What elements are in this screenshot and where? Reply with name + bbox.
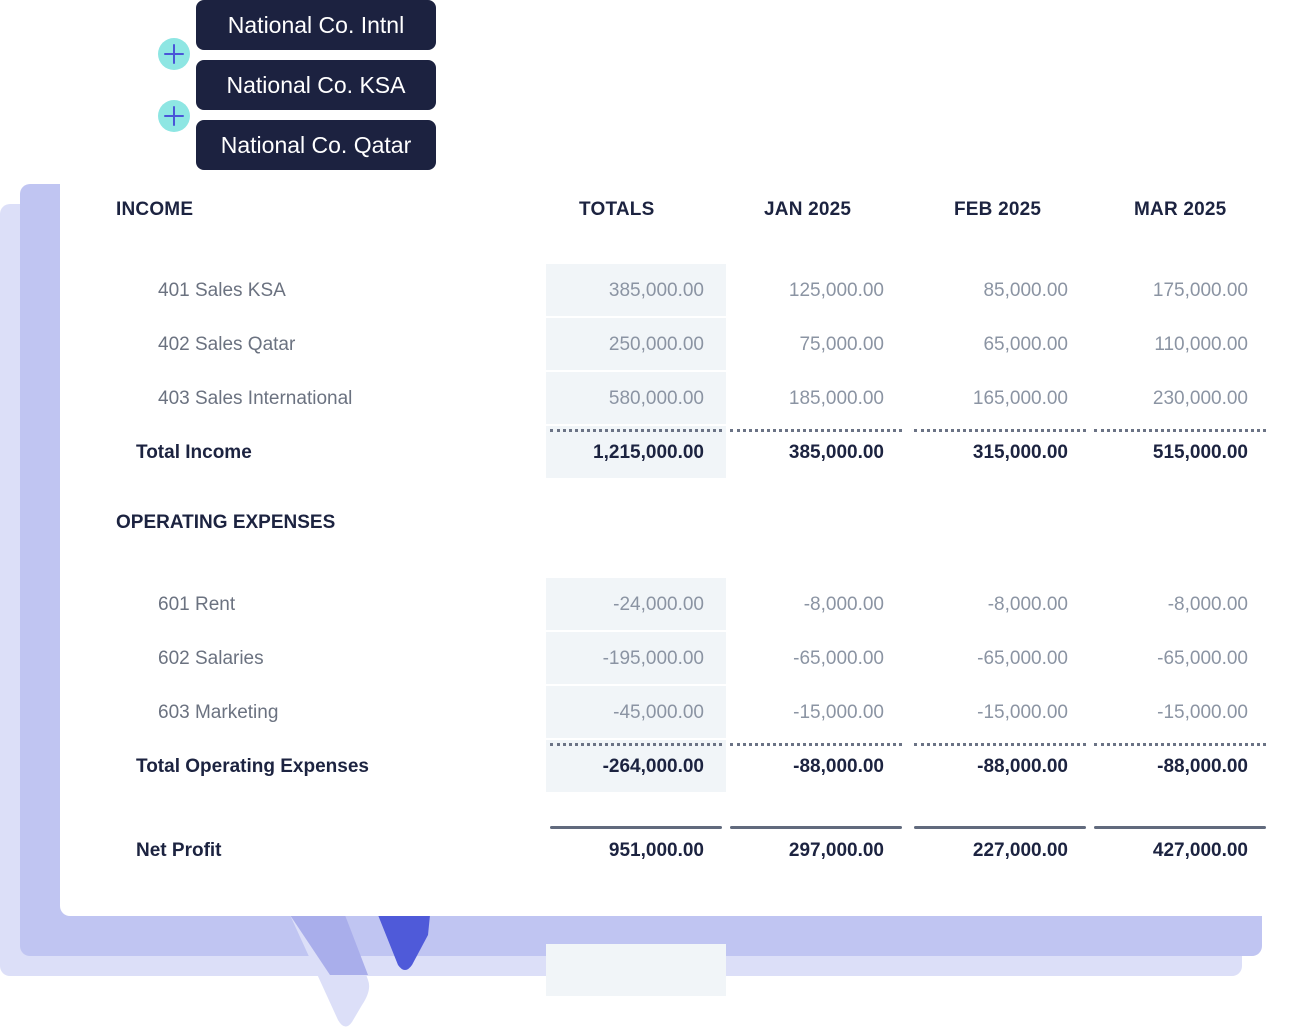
row-label: 603 Marketing xyxy=(158,702,279,723)
cell-mar: 427,000.00 xyxy=(1152,840,1248,861)
cell-jan: -15,000.00 xyxy=(793,702,884,723)
column-header-feb-2025: FEB 2025 xyxy=(954,199,1042,220)
cell-feb: 165,000.00 xyxy=(972,388,1068,409)
cell-feb: 65,000.00 xyxy=(983,334,1068,355)
income-section-title: INCOME xyxy=(116,199,194,220)
expenses-section-title: OPERATING EXPENSES xyxy=(116,512,336,533)
solid-divider xyxy=(730,826,902,829)
solid-divider xyxy=(914,826,1086,829)
cell-totals: 1,215,000.00 xyxy=(593,442,704,463)
cell-totals: -45,000.00 xyxy=(613,702,704,723)
cell-mar: -65,000.00 xyxy=(1157,648,1248,669)
dotted-divider xyxy=(730,429,902,432)
dotted-divider xyxy=(914,429,1086,432)
cell-jan: 125,000.00 xyxy=(788,280,884,301)
row-label: 402 Sales Qatar xyxy=(158,334,296,355)
dotted-divider xyxy=(730,743,902,746)
column-header-jan-2025: JAN 2025 xyxy=(764,199,852,220)
cell-feb: -15,000.00 xyxy=(977,702,1068,723)
row-label: 403 Sales International xyxy=(158,388,353,409)
cell-mar: -15,000.00 xyxy=(1157,702,1248,723)
cell-mar: 175,000.00 xyxy=(1152,280,1248,301)
cell-mar: 515,000.00 xyxy=(1152,442,1248,463)
cell-mar: 110,000.00 xyxy=(1154,334,1248,355)
cell-jan: 297,000.00 xyxy=(788,840,884,861)
cell-jan: 75,000.00 xyxy=(799,334,884,355)
solid-divider xyxy=(550,826,722,829)
cell-totals: 385,000.00 xyxy=(608,280,704,301)
dotted-divider xyxy=(1094,743,1266,746)
pnl-report-card: INCOME TOTALS JAN 2025 FEB 2025 MAR 2025… xyxy=(60,144,1302,996)
cell-jan: -65,000.00 xyxy=(793,648,884,669)
cell-feb: 227,000.00 xyxy=(972,840,1068,861)
column-header-mar-2025: MAR 2025 xyxy=(1134,199,1227,220)
row-label: 601 Rent xyxy=(158,594,236,615)
add-entity-button[interactable] xyxy=(158,100,190,132)
entity-chip-national-co-qatar[interactable]: National Co. Qatar xyxy=(196,120,436,170)
cell-totals: 250,000.00 xyxy=(608,334,704,355)
cell-feb: -65,000.00 xyxy=(977,648,1068,669)
plus-icon xyxy=(164,44,184,64)
cell-mar: -8,000.00 xyxy=(1167,594,1248,615)
dotted-divider xyxy=(550,743,722,746)
cell-totals: 580,000.00 xyxy=(608,388,704,409)
cell-feb: -8,000.00 xyxy=(987,594,1068,615)
cell-feb: 85,000.00 xyxy=(983,280,1068,301)
column-header-totals: TOTALS xyxy=(579,199,655,220)
cell-totals: -195,000.00 xyxy=(602,648,704,669)
entity-chip-national-co-ksa[interactable]: National Co. KSA xyxy=(196,60,436,110)
dotted-divider xyxy=(914,743,1086,746)
cell-totals: 951,000.00 xyxy=(608,840,704,861)
cell-feb: -88,000.00 xyxy=(977,756,1068,777)
cell-feb: 315,000.00 xyxy=(972,442,1068,463)
row-label: Net Profit xyxy=(136,840,222,861)
cell-jan: 185,000.00 xyxy=(788,388,884,409)
cell-jan: 385,000.00 xyxy=(788,442,884,463)
row-label: Total Income xyxy=(136,442,252,463)
cell-totals: -24,000.00 xyxy=(613,594,704,615)
solid-divider xyxy=(1094,826,1266,829)
dotted-divider xyxy=(1094,429,1266,432)
totals-column-background xyxy=(546,264,726,996)
cell-totals: -264,000.00 xyxy=(602,756,704,777)
cell-jan: -88,000.00 xyxy=(793,756,884,777)
dotted-divider xyxy=(550,429,722,432)
add-entity-button[interactable] xyxy=(158,38,190,70)
cell-jan: -8,000.00 xyxy=(803,594,884,615)
cell-mar: 230,000.00 xyxy=(1152,388,1248,409)
row-label: 401 Sales KSA xyxy=(158,280,286,301)
entity-chip-national-co-intnl[interactable]: National Co. Intnl xyxy=(196,0,436,50)
cell-mar: -88,000.00 xyxy=(1157,756,1248,777)
row-label: 602 Salaries xyxy=(158,648,264,669)
plus-icon xyxy=(164,106,184,126)
row-label: Total Operating Expenses xyxy=(136,756,369,777)
